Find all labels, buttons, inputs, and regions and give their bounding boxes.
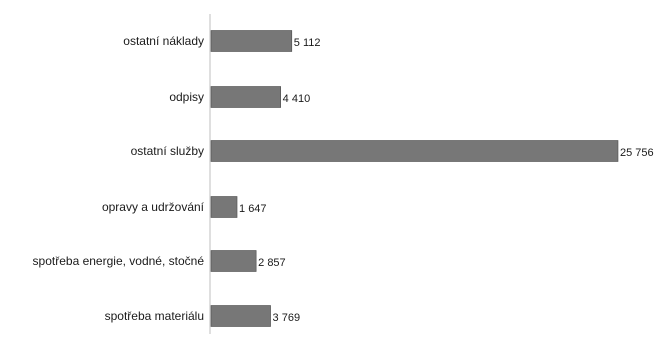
category-label: ostatní služby bbox=[131, 144, 204, 158]
category-label: opravy a udržování bbox=[102, 200, 205, 214]
value-labels-layer: 5 112 4 410 25 756 1 647 2 857 3 769 bbox=[239, 37, 654, 324]
value-label: 25 756 bbox=[620, 147, 654, 159]
value-label: 4 410 bbox=[283, 93, 311, 105]
value-label: 1 647 bbox=[239, 203, 267, 215]
value-label: 2 857 bbox=[258, 257, 286, 269]
category-labels-layer: ostatní náklady odpisy ostatní služby oprav… bbox=[33, 34, 205, 323]
category-label: odpisy bbox=[169, 90, 204, 104]
category-label: ostatní náklady bbox=[123, 34, 204, 48]
bars-layer bbox=[210, 30, 619, 327]
category-label: spotřeba materiálu bbox=[105, 309, 204, 323]
bar bbox=[210, 86, 281, 108]
bar bbox=[210, 140, 619, 162]
category-label: spotřeba energie, vodné, stočné bbox=[33, 254, 205, 268]
bar bbox=[210, 305, 271, 327]
bar bbox=[210, 250, 257, 272]
bar bbox=[210, 30, 293, 52]
value-label: 5 112 bbox=[294, 37, 321, 49]
value-label: 3 769 bbox=[273, 312, 301, 324]
bar bbox=[210, 196, 238, 218]
